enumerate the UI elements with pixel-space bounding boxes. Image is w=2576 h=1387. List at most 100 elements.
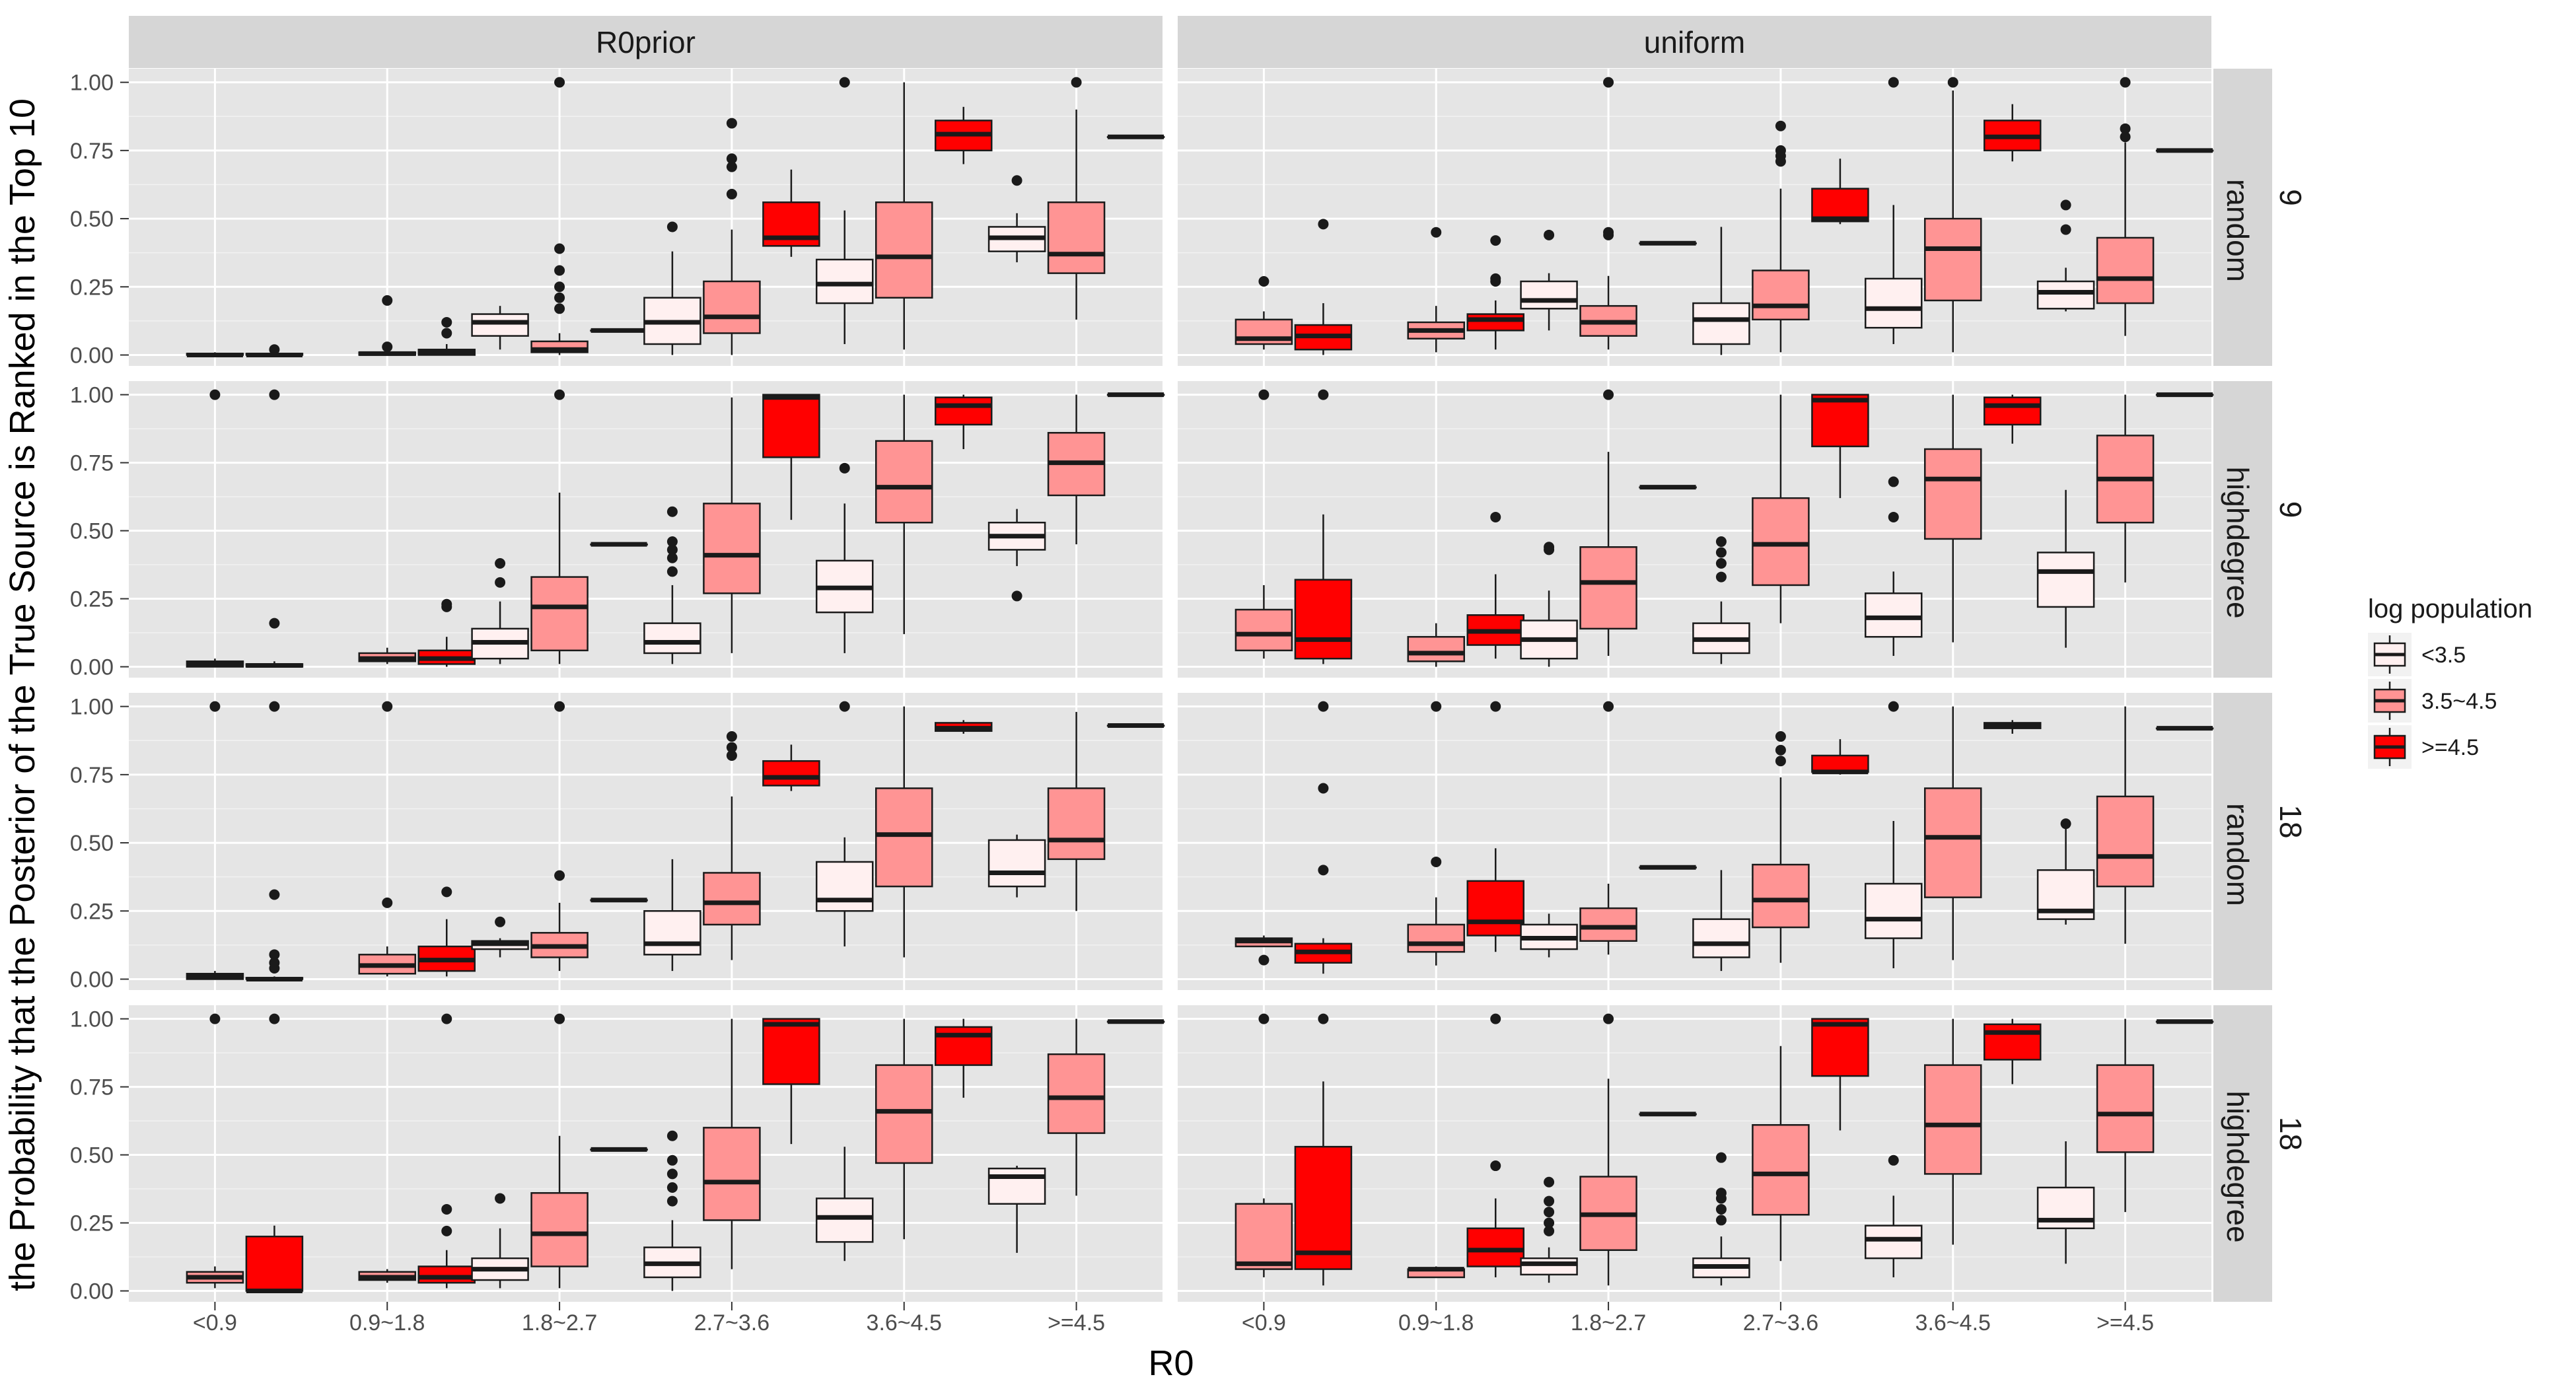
box-1.8~2.7->=4.5 xyxy=(590,898,648,903)
box-3.6~4.5->=4.5 xyxy=(935,1018,993,1098)
box-iqr xyxy=(875,440,933,524)
x-tick-label: 2.7~3.6 xyxy=(694,1310,769,1335)
outlier-point xyxy=(554,77,565,88)
outlier-point xyxy=(1544,1176,1555,1188)
box-2.7~3.6->=4.5 xyxy=(1811,159,1869,225)
box-iqr xyxy=(2036,551,2095,608)
outlier-point xyxy=(554,1013,565,1024)
box-0.9~1.8-3.5~4.5 xyxy=(358,1269,416,1283)
facet-strip-row-2 xyxy=(2213,693,2272,990)
box-iqr xyxy=(417,1265,476,1284)
outlier-point xyxy=(1544,1195,1555,1207)
box-3.6~4.5-<3.5 xyxy=(816,77,874,344)
outlier-point xyxy=(839,77,850,88)
box-<0.9->=4.5 xyxy=(245,701,304,981)
box-iqr xyxy=(643,910,701,956)
x-tick-label: 0.9~1.8 xyxy=(1398,1310,1474,1335)
box-iqr xyxy=(1579,546,1637,630)
outlier-point xyxy=(1544,1225,1555,1236)
outlier-point xyxy=(382,897,393,908)
box-iqr xyxy=(1811,188,1869,223)
box-1.8~2.7-<3.5 xyxy=(1520,229,1578,331)
box->=4.5-3.5~4.5 xyxy=(2096,1018,2155,1213)
legend-key-2 xyxy=(2368,725,2412,769)
box-0.9~1.8->=4.5 xyxy=(1466,1013,1524,1277)
outlier-point xyxy=(726,731,737,742)
box-0.9~1.8-3.5~4.5 xyxy=(1407,1266,1465,1279)
y-tick-label: 1.00 xyxy=(70,695,114,720)
box-iqr xyxy=(1865,1225,1923,1260)
facet-label-n-row-1: 9 xyxy=(2273,501,2308,518)
box-iqr xyxy=(1407,635,1465,662)
box-iqr xyxy=(816,258,874,304)
box-2.7~3.6->=4.5 xyxy=(762,1018,820,1145)
box->=4.5-3.5~4.5 xyxy=(1047,77,1106,320)
box-iqr xyxy=(1865,882,1923,939)
box-0.9~1.8-3.5~4.5 xyxy=(1407,623,1465,667)
outlier-point xyxy=(666,566,678,577)
outlier-point xyxy=(269,389,280,400)
box-iqr xyxy=(1752,497,1810,587)
y-tick-label: 0.25 xyxy=(70,899,114,924)
box-iqr xyxy=(2096,236,2155,304)
box-1.8~2.7-3.5~4.5 xyxy=(1579,389,1637,657)
x-tick-label: 1.8~2.7 xyxy=(1571,1310,1646,1335)
box-3.6~4.5-<3.5 xyxy=(816,701,874,946)
box->=4.5-<3.5 xyxy=(2036,489,2095,648)
box-1.8~2.7->=4.5 xyxy=(590,328,648,333)
facet-strip-row-1 xyxy=(2213,381,2272,678)
facet-label-strategy-row-1: highdegree xyxy=(2221,466,2255,618)
axes-layer: 0.00 0.25 0.50 0.75 1.00 0.00 0.25 0.50 0.75 1.00… xyxy=(70,71,2154,1335)
box-<0.9-3.5~4.5 xyxy=(1234,276,1293,350)
outlier-point xyxy=(269,889,280,900)
box-iqr xyxy=(1466,880,1524,937)
outlier-point xyxy=(1888,511,1899,522)
box-2.7~3.6-3.5~4.5 xyxy=(1752,731,1810,963)
box-iqr xyxy=(530,1191,589,1267)
box-1.8~2.7-3.5~4.5 xyxy=(530,77,589,355)
box-iqr xyxy=(762,1018,820,1085)
outlier-point xyxy=(666,544,678,555)
panel-r1-c0 xyxy=(186,389,1165,668)
facet-label-uniform: uniform xyxy=(1644,25,1745,59)
outlier-point xyxy=(1775,756,1786,767)
box-3.6~4.5-<3.5 xyxy=(816,1147,874,1262)
box-2.7~3.6-3.5~4.5 xyxy=(703,397,761,653)
facet-label-n-row-3: 18 xyxy=(2273,1117,2308,1151)
box-1.8~2.7-3.5~4.5 xyxy=(530,1013,589,1289)
outlier-point xyxy=(554,389,565,400)
outlier-point xyxy=(726,742,737,753)
y-tick-label: 0.00 xyxy=(70,967,114,992)
outlier-point xyxy=(554,870,565,881)
box-3.6~4.5-3.5~4.5 xyxy=(875,394,933,635)
box->=4.5-<3.5 xyxy=(2036,1141,2095,1264)
outlier-point xyxy=(382,295,393,306)
outlier-point xyxy=(666,1155,678,1166)
facet-label-n-row-2: 18 xyxy=(2273,804,2308,838)
legend-label-2: >=4.5 xyxy=(2421,735,2479,760)
box-2.7~3.6-3.5~4.5 xyxy=(703,1018,761,1269)
outlier-point xyxy=(1947,77,1958,88)
box->=4.5-<3.5 xyxy=(987,1166,1046,1253)
box-iqr xyxy=(703,872,761,926)
y-tick-label: 0.75 xyxy=(70,139,114,164)
box-1.8~2.7->=4.5 xyxy=(1639,485,1697,490)
box-iqr xyxy=(1865,592,1923,638)
outlier-point xyxy=(2060,818,2071,830)
box-iqr xyxy=(1047,1053,1106,1134)
box-iqr xyxy=(245,1235,304,1292)
x-tick-label: >=4.5 xyxy=(1048,1310,1105,1335)
box-2.7~3.6->=4.5 xyxy=(1811,739,1869,775)
box-<0.9->=4.5 xyxy=(245,1013,304,1294)
outlier-point xyxy=(554,292,565,303)
outlier-point xyxy=(2060,199,2071,211)
y-tick-label: 0.50 xyxy=(70,519,114,544)
box-iqr xyxy=(703,280,761,334)
panel-r0-c1 xyxy=(1234,77,2214,355)
box-1.8~2.7->=4.5 xyxy=(1639,1112,1697,1117)
box-<0.9-3.5~4.5 xyxy=(186,389,244,668)
outlier-point xyxy=(1544,542,1555,553)
box-iqr xyxy=(1234,608,1293,652)
box-1.8~2.7->=4.5 xyxy=(590,542,648,547)
facet-label-r0prior: R0prior xyxy=(596,25,696,59)
